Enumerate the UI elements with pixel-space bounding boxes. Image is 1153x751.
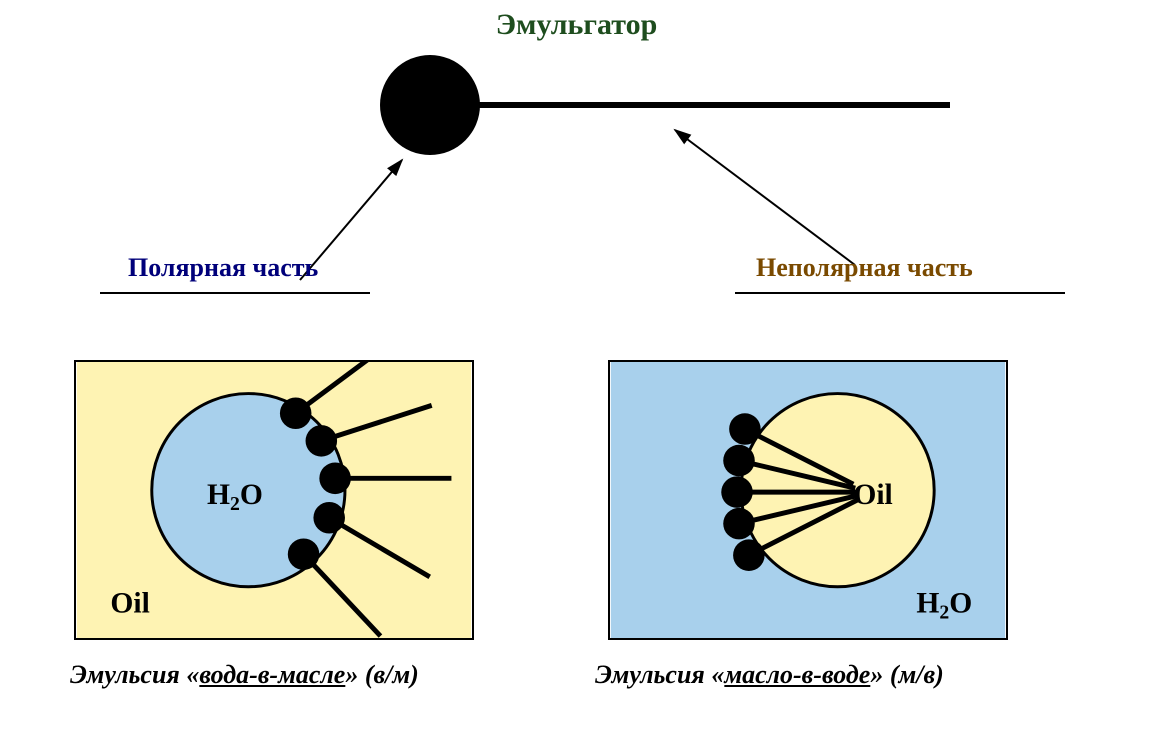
nonpolar-label: Неполярная часть bbox=[756, 253, 973, 283]
surfactant-head bbox=[723, 508, 755, 540]
surfactant-head bbox=[721, 476, 753, 508]
caption-oil-in-water: Эмульсия «масло-в-воде» (м/в) bbox=[595, 660, 944, 690]
caption-water-in-oil: Эмульсия «вода-в-масле» (в/м) bbox=[70, 660, 419, 690]
surfactant-head bbox=[288, 538, 320, 570]
surfactant-head bbox=[280, 397, 312, 429]
surfactant-head bbox=[319, 463, 351, 495]
surfactant-head bbox=[313, 502, 345, 534]
panel-water-in-oil: H2OOil bbox=[74, 360, 474, 640]
medium-label: Oil bbox=[110, 587, 149, 619]
panel-oil-in-water: OilH2O bbox=[608, 360, 1008, 640]
surfactant-head bbox=[306, 425, 338, 457]
nonpolar-underline bbox=[735, 292, 1065, 294]
surfactant-head bbox=[733, 539, 765, 571]
polar-label: Полярная часть bbox=[128, 253, 318, 283]
molecule-head bbox=[380, 55, 480, 155]
arrow-nonpolar bbox=[675, 130, 855, 265]
diagram-title: Эмульгатор bbox=[496, 8, 658, 42]
droplet-label: Oil bbox=[853, 479, 892, 511]
surfactant-head bbox=[723, 445, 755, 477]
polar-underline bbox=[100, 292, 370, 294]
surfactant-head bbox=[729, 413, 761, 445]
